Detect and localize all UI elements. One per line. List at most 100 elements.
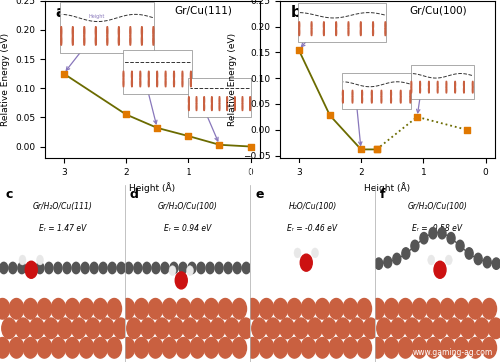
Circle shape bbox=[472, 87, 473, 93]
Circle shape bbox=[384, 257, 392, 268]
Circle shape bbox=[148, 299, 162, 319]
Circle shape bbox=[152, 262, 160, 274]
Circle shape bbox=[299, 28, 300, 36]
Circle shape bbox=[468, 337, 482, 358]
Circle shape bbox=[23, 337, 38, 358]
Circle shape bbox=[100, 318, 114, 338]
Circle shape bbox=[93, 299, 108, 319]
Text: f: f bbox=[380, 188, 386, 201]
Circle shape bbox=[428, 81, 430, 88]
Circle shape bbox=[118, 35, 120, 45]
Circle shape bbox=[27, 262, 35, 274]
FancyBboxPatch shape bbox=[60, 3, 154, 53]
Circle shape bbox=[455, 87, 456, 93]
Circle shape bbox=[0, 262, 8, 274]
Circle shape bbox=[280, 318, 294, 338]
Circle shape bbox=[360, 22, 361, 29]
Circle shape bbox=[219, 97, 220, 104]
Circle shape bbox=[429, 228, 437, 239]
Circle shape bbox=[190, 71, 192, 79]
Circle shape bbox=[196, 103, 197, 111]
Circle shape bbox=[134, 262, 142, 274]
Circle shape bbox=[342, 96, 344, 103]
Circle shape bbox=[120, 299, 135, 319]
Circle shape bbox=[465, 248, 473, 259]
Circle shape bbox=[242, 97, 243, 104]
Circle shape bbox=[196, 97, 197, 104]
Circle shape bbox=[308, 318, 322, 338]
Circle shape bbox=[360, 28, 361, 36]
Text: Eᵣ = -0.46 eV: Eᵣ = -0.46 eV bbox=[288, 224, 338, 233]
Circle shape bbox=[482, 299, 496, 319]
Circle shape bbox=[488, 318, 500, 338]
Circle shape bbox=[446, 81, 447, 88]
Circle shape bbox=[123, 79, 124, 87]
Circle shape bbox=[9, 299, 24, 319]
Circle shape bbox=[454, 299, 468, 319]
Point bbox=[372, 147, 380, 152]
Circle shape bbox=[234, 97, 235, 104]
Circle shape bbox=[311, 28, 312, 36]
Circle shape bbox=[426, 299, 440, 319]
Text: Eᵣ = -0.58 eV: Eᵣ = -0.58 eV bbox=[412, 224, 463, 233]
Circle shape bbox=[188, 97, 189, 104]
Circle shape bbox=[411, 81, 412, 88]
Circle shape bbox=[411, 87, 412, 93]
Circle shape bbox=[390, 90, 392, 97]
Circle shape bbox=[357, 299, 372, 319]
Circle shape bbox=[224, 262, 232, 274]
FancyBboxPatch shape bbox=[122, 50, 192, 94]
Circle shape bbox=[188, 103, 189, 111]
Circle shape bbox=[384, 337, 398, 358]
Point bbox=[153, 125, 161, 131]
Circle shape bbox=[428, 255, 435, 265]
Circle shape bbox=[0, 299, 10, 319]
Circle shape bbox=[51, 299, 66, 319]
Circle shape bbox=[197, 262, 205, 274]
Y-axis label: Relative Energy (eV): Relative Energy (eV) bbox=[0, 33, 10, 126]
Circle shape bbox=[446, 318, 461, 338]
Circle shape bbox=[153, 35, 154, 45]
X-axis label: Height (Å): Height (Å) bbox=[364, 182, 410, 193]
Circle shape bbox=[446, 255, 452, 265]
Circle shape bbox=[232, 299, 246, 319]
Circle shape bbox=[65, 337, 80, 358]
Circle shape bbox=[130, 26, 131, 36]
Circle shape bbox=[36, 255, 44, 265]
Circle shape bbox=[51, 337, 66, 358]
Circle shape bbox=[134, 299, 148, 319]
Circle shape bbox=[474, 253, 482, 265]
Circle shape bbox=[125, 262, 133, 274]
Circle shape bbox=[294, 248, 301, 258]
Circle shape bbox=[218, 299, 232, 319]
Text: c: c bbox=[5, 188, 12, 201]
Circle shape bbox=[190, 79, 192, 87]
Circle shape bbox=[348, 22, 349, 29]
Circle shape bbox=[206, 262, 214, 274]
Circle shape bbox=[9, 262, 17, 274]
Circle shape bbox=[370, 299, 385, 319]
Circle shape bbox=[377, 318, 392, 338]
Circle shape bbox=[418, 318, 433, 338]
Circle shape bbox=[16, 318, 30, 338]
Circle shape bbox=[58, 318, 72, 338]
Text: Gr/Cu(111): Gr/Cu(111) bbox=[174, 5, 232, 16]
Circle shape bbox=[350, 318, 364, 338]
Circle shape bbox=[63, 262, 71, 274]
Circle shape bbox=[492, 258, 500, 269]
Circle shape bbox=[72, 26, 74, 36]
Circle shape bbox=[154, 318, 169, 338]
Circle shape bbox=[455, 81, 456, 88]
Circle shape bbox=[204, 337, 218, 358]
Circle shape bbox=[79, 299, 94, 319]
Circle shape bbox=[72, 35, 74, 45]
Circle shape bbox=[336, 318, 350, 338]
Circle shape bbox=[165, 71, 166, 79]
Circle shape bbox=[393, 253, 401, 265]
Circle shape bbox=[252, 318, 266, 338]
Circle shape bbox=[404, 318, 419, 338]
Circle shape bbox=[168, 318, 183, 338]
Text: Gr/H₂O/Cu(111): Gr/H₂O/Cu(111) bbox=[32, 202, 92, 211]
Circle shape bbox=[460, 318, 475, 338]
Circle shape bbox=[107, 299, 122, 319]
